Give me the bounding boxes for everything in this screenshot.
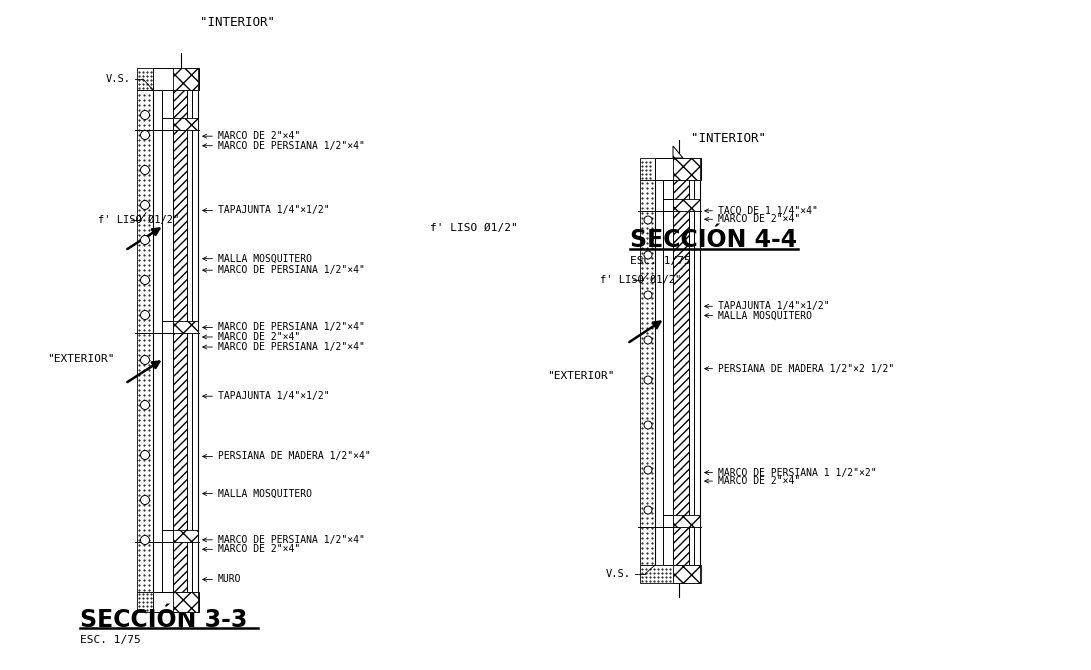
- Text: MARCO DE 2"×4": MARCO DE 2"×4": [203, 131, 300, 141]
- Text: MARCO DE PERSIANA 1 1/2"×2": MARCO DE PERSIANA 1 1/2"×2": [705, 468, 877, 478]
- Text: MARCO DE 2"×4": MARCO DE 2"×4": [705, 214, 801, 224]
- Text: "EXTERIOR": "EXTERIOR": [548, 371, 615, 381]
- Text: f' LISO Ø1/2": f' LISO Ø1/2": [600, 275, 681, 285]
- Circle shape: [644, 251, 652, 259]
- Text: "INTERIOR": "INTERIOR": [200, 15, 275, 29]
- Bar: [173, 118, 197, 130]
- Text: TAPAJUNTA 1/4"×1/2": TAPAJUNTA 1/4"×1/2": [705, 302, 829, 312]
- Bar: [192, 90, 197, 592]
- Text: MURO: MURO: [203, 574, 241, 584]
- Circle shape: [644, 336, 652, 344]
- Text: ESC. 1/75: ESC. 1/75: [80, 635, 141, 645]
- Text: V.S.: V.S.: [106, 74, 131, 84]
- Text: ESC. 1/75: ESC. 1/75: [630, 256, 691, 266]
- Bar: [640, 180, 655, 565]
- Bar: [673, 515, 700, 527]
- Circle shape: [141, 356, 149, 364]
- Circle shape: [141, 275, 149, 285]
- Bar: [640, 565, 702, 583]
- Circle shape: [141, 235, 149, 245]
- Text: PERSIANA DE MADERA 1/2"×4": PERSIANA DE MADERA 1/2"×4": [203, 452, 371, 462]
- Bar: [173, 592, 197, 612]
- Bar: [663, 180, 673, 565]
- Text: MARCO DE PERSIANA 1/2"×4": MARCO DE PERSIANA 1/2"×4": [203, 535, 364, 545]
- Text: SECCIÓN 3-3: SECCIÓN 3-3: [80, 608, 248, 632]
- Bar: [137, 90, 153, 592]
- Bar: [173, 90, 187, 592]
- Text: MARCO DE 2"×4": MARCO DE 2"×4": [203, 544, 300, 554]
- Text: MARCO DE PERSIANA 1/2"×4": MARCO DE PERSIANA 1/2"×4": [203, 322, 364, 332]
- Bar: [673, 199, 700, 211]
- Circle shape: [141, 535, 149, 545]
- Circle shape: [141, 111, 149, 119]
- Text: "EXTERIOR": "EXTERIOR": [48, 354, 115, 364]
- Text: f' LISO Ø1/2": f' LISO Ø1/2": [98, 214, 179, 224]
- Text: f' LISO Ø1/2": f' LISO Ø1/2": [430, 222, 518, 232]
- Text: MALLA MOSQUITERO: MALLA MOSQUITERO: [203, 488, 312, 498]
- Text: MARCO DE PERSIANA 1/2"×4": MARCO DE PERSIANA 1/2"×4": [203, 265, 364, 275]
- Bar: [153, 592, 199, 612]
- Circle shape: [141, 450, 149, 460]
- Bar: [673, 158, 700, 180]
- Text: PERSIANA DE MADERA 1/2"×2 1/2": PERSIANA DE MADERA 1/2"×2 1/2": [705, 364, 895, 374]
- Text: V.S.: V.S.: [606, 569, 631, 579]
- Text: MARCO DE PERSIANA 1/2"×4": MARCO DE PERSIANA 1/2"×4": [203, 141, 364, 151]
- Circle shape: [141, 310, 149, 320]
- Bar: [137, 68, 153, 90]
- Text: MARCO DE 2"×4": MARCO DE 2"×4": [203, 332, 300, 342]
- Bar: [161, 90, 173, 592]
- Bar: [640, 158, 655, 180]
- Bar: [655, 158, 702, 180]
- Text: SECCIÓN 4-4: SECCIÓN 4-4: [630, 228, 798, 252]
- Bar: [173, 68, 197, 90]
- Circle shape: [141, 496, 149, 505]
- Bar: [673, 180, 690, 565]
- Bar: [173, 322, 197, 334]
- Text: TAPAJUNTA 1/4"×1/2": TAPAJUNTA 1/4"×1/2": [203, 206, 329, 216]
- Text: MALLA MOSQUITERO: MALLA MOSQUITERO: [705, 310, 812, 320]
- Bar: [673, 565, 700, 583]
- Circle shape: [141, 200, 149, 210]
- Circle shape: [141, 165, 149, 174]
- Polygon shape: [673, 146, 683, 158]
- Circle shape: [644, 376, 652, 384]
- Circle shape: [644, 291, 652, 299]
- Circle shape: [644, 506, 652, 514]
- Text: MARCO DE 2"×4": MARCO DE 2"×4": [705, 476, 801, 486]
- Bar: [690, 180, 694, 565]
- Bar: [137, 592, 153, 612]
- Circle shape: [141, 131, 149, 139]
- Circle shape: [644, 466, 652, 474]
- Text: "INTERIOR": "INTERIOR": [691, 131, 766, 145]
- Bar: [153, 68, 199, 90]
- Circle shape: [141, 401, 149, 409]
- Circle shape: [644, 421, 652, 429]
- Text: TAPAJUNTA 1/4"×1/2": TAPAJUNTA 1/4"×1/2": [203, 391, 329, 401]
- Text: TACO DE 1 1/4"×4": TACO DE 1 1/4"×4": [705, 206, 818, 216]
- Text: MALLA MOSQUITERO: MALLA MOSQUITERO: [203, 254, 312, 264]
- Text: MARCO DE PERSIANA 1/2"×4": MARCO DE PERSIANA 1/2"×4": [203, 342, 364, 352]
- Bar: [173, 530, 197, 542]
- Bar: [187, 90, 192, 592]
- Bar: [694, 180, 700, 565]
- Circle shape: [644, 216, 652, 224]
